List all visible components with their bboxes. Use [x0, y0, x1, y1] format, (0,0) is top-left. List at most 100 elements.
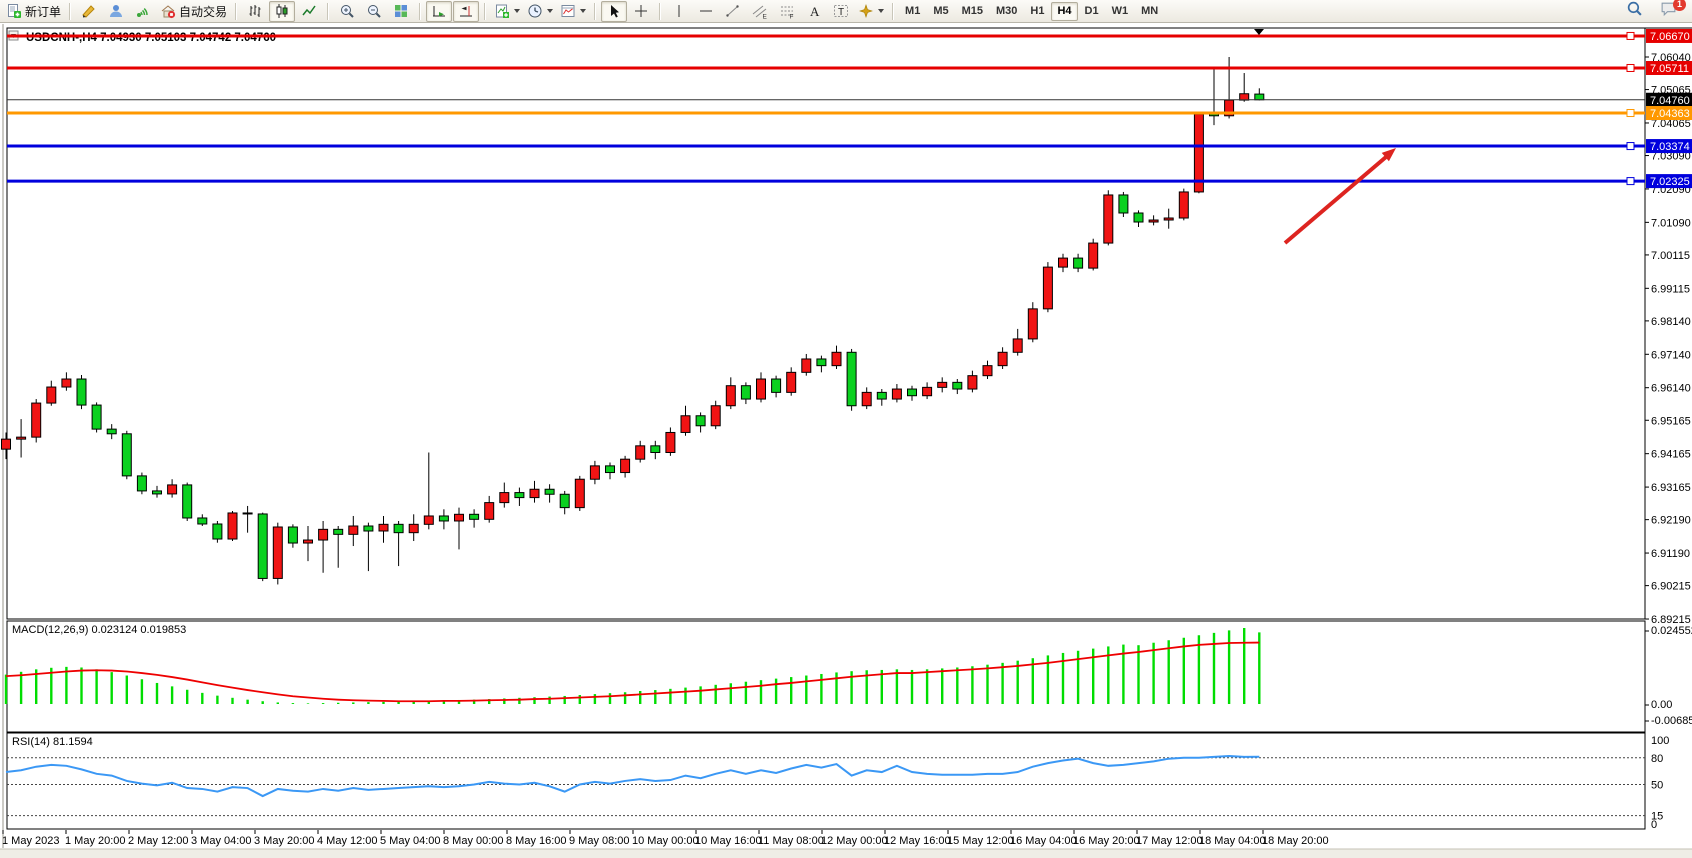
text-button[interactable]: A [801, 1, 827, 22]
candle [1163, 217, 1174, 221]
chart-shift-button[interactable] [453, 0, 480, 22]
line-handle [1626, 109, 1635, 118]
date-label: 8 May 00:00 [443, 835, 504, 847]
signal-icon [135, 3, 151, 19]
chart-canvas[interactable]: 7.060407.050657.040657.030907.020907.010… [0, 23, 1692, 858]
chevron-down-icon[interactable] [878, 9, 885, 13]
text-label-button[interactable]: T [828, 1, 854, 22]
crosshair-button[interactable] [628, 1, 654, 22]
arrows-icon [858, 3, 874, 19]
search-button[interactable] [1621, 1, 1647, 22]
horizontal-line-7.05711[interactable] [7, 63, 1645, 72]
tile-windows-button[interactable] [388, 1, 414, 22]
candle [771, 378, 782, 393]
rsi-panel [6, 732, 1646, 830]
timeframe-M5[interactable]: M5 [933, 5, 949, 17]
equidistant-channel-button[interactable]: E [747, 1, 773, 22]
auto-scroll-button[interactable] [426, 0, 453, 22]
zoom-in-icon [339, 3, 355, 19]
bar-chart-button[interactable] [242, 1, 268, 22]
candle [152, 490, 162, 495]
candle [710, 405, 721, 427]
trendline-icon [725, 3, 741, 19]
horizontal-line-7.04363[interactable] [7, 109, 1645, 118]
templates-button[interactable] [557, 1, 589, 22]
macd-axis-label: -0.006857 [1651, 715, 1692, 727]
rsi-axis-label: 0 [1651, 819, 1657, 831]
zoom-out-icon [366, 3, 382, 19]
candles [1, 57, 1265, 585]
candlestick-button[interactable] [269, 0, 296, 22]
candle [801, 358, 812, 373]
fibonacci-button[interactable]: F [774, 1, 800, 22]
candle [1, 438, 11, 450]
timeframe-W1[interactable]: W1 [1111, 5, 1129, 17]
timeframe-M1[interactable]: M1 [905, 5, 921, 17]
shift-marker-icon[interactable] [1254, 29, 1264, 35]
periods-button[interactable] [524, 1, 556, 22]
candle [1178, 191, 1189, 219]
date-label: 15 May 12:00 [947, 835, 1014, 847]
chevron-down-icon[interactable] [547, 9, 554, 13]
timeframe-H4[interactable]: H4 [1051, 1, 1078, 21]
line-handle [1626, 31, 1635, 40]
styler-button[interactable] [76, 1, 102, 22]
date-label: 3 May 20:00 [254, 835, 315, 847]
candle [121, 433, 132, 477]
candle [318, 528, 329, 541]
auto-scroll-icon [431, 3, 447, 19]
trendline-button[interactable] [720, 1, 746, 22]
candle [650, 445, 661, 454]
arrows-button[interactable] [855, 1, 887, 22]
line-handle [1626, 177, 1635, 186]
toolbar-separator [594, 2, 597, 20]
candle [967, 375, 978, 390]
line-chart-button[interactable] [296, 1, 322, 22]
rsi-axis-label: 50 [1651, 780, 1663, 792]
zoom-out-button[interactable] [361, 1, 387, 22]
auto-trading-button[interactable]: 自动交易 [157, 1, 230, 22]
rsi-axis-label: 15 [1651, 811, 1663, 823]
timeframe-M30[interactable]: M30 [996, 5, 1018, 17]
candle [167, 484, 178, 495]
horizontal-line-button[interactable] [693, 1, 719, 22]
timeframe-H1[interactable]: H1 [1030, 5, 1045, 17]
horizontal-line-7.02325[interactable] [7, 177, 1645, 186]
macd-axis-label: 0.024552 [1651, 625, 1692, 637]
candle [680, 415, 691, 433]
date-label: 18 May 04:00 [1199, 835, 1266, 847]
candle [31, 402, 42, 438]
date-label: 8 May 16:00 [506, 835, 567, 847]
community-button[interactable] [103, 1, 129, 22]
vertical-line-button[interactable] [666, 1, 692, 22]
macd-signal-line [5, 641, 1260, 703]
candle [1239, 93, 1250, 101]
candle [303, 539, 313, 544]
timeframe-D1[interactable]: D1 [1084, 5, 1099, 17]
signal-button[interactable] [130, 1, 156, 22]
candle [544, 488, 555, 495]
fibonacci-icon: F [779, 3, 795, 19]
indicators-button[interactable] [491, 1, 523, 22]
cursor-button[interactable] [601, 0, 628, 22]
price-tick-label: 6.93165 [1651, 482, 1691, 494]
new-order-button[interactable]: 新订单 [3, 1, 64, 22]
date-label: 10 May 00:00 [632, 835, 699, 847]
candle [907, 388, 917, 397]
chat-button[interactable]: 1 [1655, 0, 1686, 22]
candle [1088, 242, 1099, 269]
chevron-down-icon[interactable] [514, 9, 521, 13]
horizontal-line-7.03374[interactable] [7, 142, 1645, 151]
trend-arrow[interactable] [1283, 148, 1396, 245]
timeframe-M15[interactable]: M15 [961, 5, 983, 17]
candle [559, 493, 570, 509]
price-tick-label: 6.96140 [1651, 383, 1691, 395]
candle [952, 381, 963, 390]
chevron-down-icon[interactable] [580, 9, 587, 13]
horizontal-line-7.06670[interactable] [7, 31, 1645, 40]
timeframe-MN[interactable]: MN [1141, 5, 1159, 17]
zoom-in-button[interactable] [334, 1, 360, 22]
candle [605, 465, 615, 474]
price-badge: 7.06670 [1646, 28, 1692, 43]
